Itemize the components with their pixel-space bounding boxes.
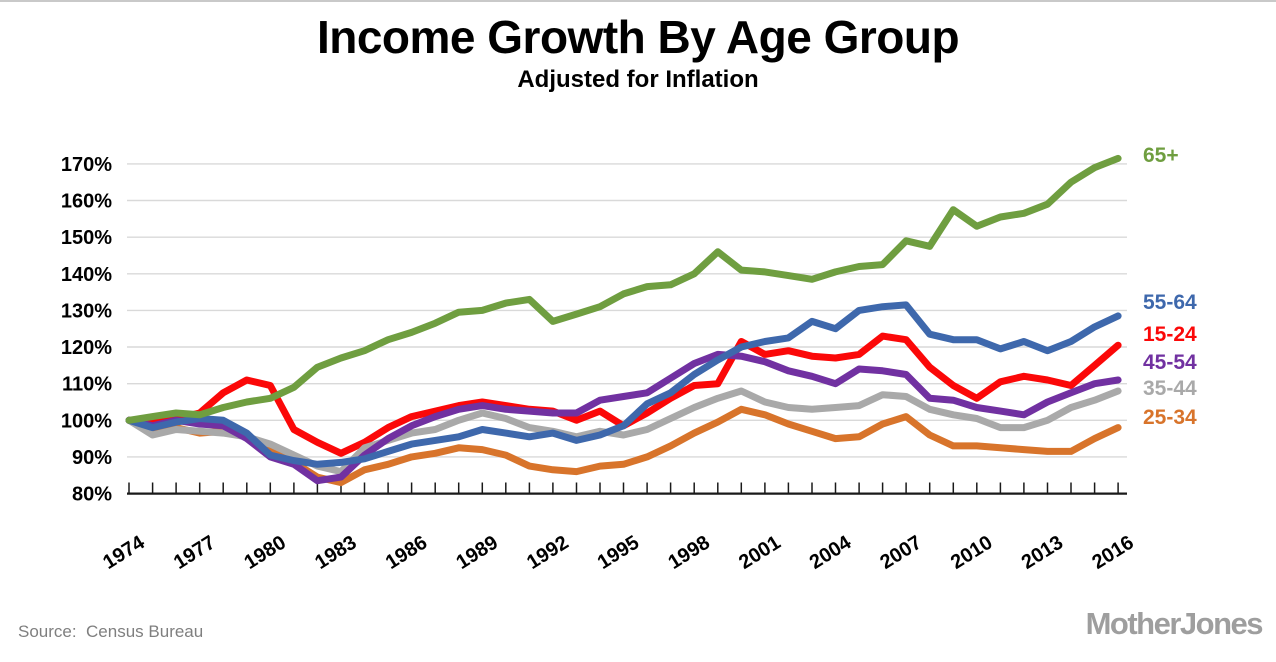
x-axis-label: 1998 — [664, 532, 713, 574]
legend-label-15-24: 15-24 — [1143, 323, 1197, 346]
legend-label-25-34: 25-34 — [1143, 406, 1197, 429]
x-axis-label: 2004 — [806, 531, 856, 574]
x-axis-label: 2016 — [1088, 532, 1137, 574]
x-axis-label: 1974 — [99, 531, 149, 574]
y-axis-label: 120% — [61, 337, 112, 359]
source-note: Source: Census Bureau — [18, 622, 204, 641]
x-axis-label: 2007 — [876, 532, 925, 574]
series-line-55-64 — [125, 301, 1122, 468]
x-axis-label: 1980 — [241, 532, 290, 574]
x-axis-label: 1992 — [523, 532, 572, 574]
y-axis-label: 150% — [61, 227, 112, 249]
chart-subtitle: Adjusted for Inflation — [517, 66, 759, 93]
x-axis-label: 1977 — [170, 532, 219, 574]
y-axis-label: 110% — [62, 374, 112, 396]
series-line-35-44 — [125, 387, 1122, 476]
y-axis-label: 90% — [72, 447, 112, 469]
x-axis-label: 2001 — [735, 532, 784, 574]
legend-label-45-54: 45-54 — [1143, 351, 1197, 374]
x-axis-label: 1986 — [382, 532, 431, 574]
y-axis-label: 170% — [61, 154, 112, 176]
y-axis-label: 140% — [61, 264, 112, 286]
x-axis-label: 1995 — [594, 532, 643, 574]
legend-label-35-44: 35-44 — [1143, 377, 1197, 400]
x-axis-label: 2010 — [947, 532, 996, 574]
series-line-65+ — [125, 154, 1122, 424]
x-axis-label: 1983 — [311, 532, 360, 574]
legend-label-65+: 65+ — [1143, 144, 1179, 167]
series-line-45-54 — [125, 350, 1122, 485]
legend-label-55-64: 55-64 — [1143, 291, 1197, 314]
y-axis-label: 160% — [61, 191, 112, 213]
y-axis-label: 130% — [61, 300, 112, 322]
chart-title: Income Growth By Age Group — [316, 11, 960, 63]
x-axis-label: 2013 — [1018, 532, 1067, 574]
y-axis-label: 100% — [61, 410, 112, 432]
motherjones-logo: MotherJones — [1085, 606, 1264, 641]
x-axis-label: 1989 — [453, 532, 502, 574]
y-axis-label: 80% — [72, 484, 112, 506]
